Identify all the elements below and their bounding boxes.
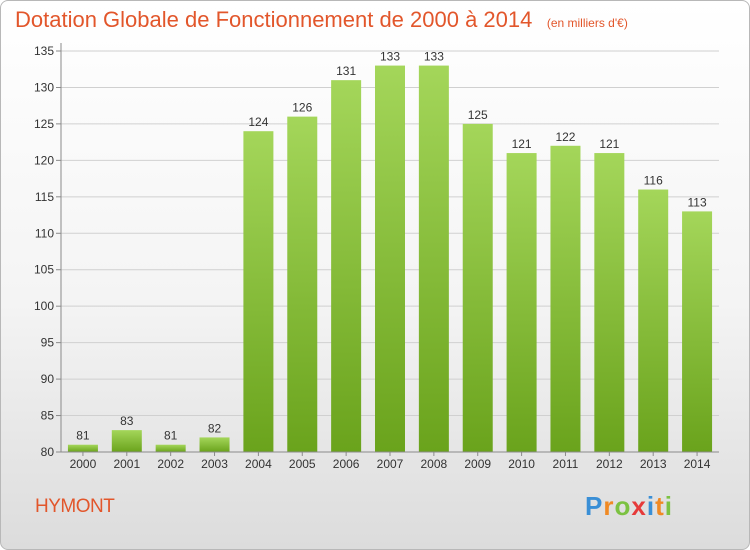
x-tick-label: 2000 xyxy=(70,457,97,471)
y-tick-label: 110 xyxy=(35,226,54,240)
y-tick-label: 85 xyxy=(41,409,55,423)
x-tick-label: 2011 xyxy=(553,457,579,471)
bar xyxy=(199,437,230,452)
bar xyxy=(418,65,449,452)
bar xyxy=(287,116,318,453)
bar xyxy=(375,65,405,452)
data-label: 83 xyxy=(120,414,134,428)
data-label: 133 xyxy=(424,50,444,64)
logo-letter: i xyxy=(646,491,656,521)
x-tick-label: 2014 xyxy=(684,457,711,471)
x-tick-label: 2003 xyxy=(201,457,228,471)
logo-letter: t xyxy=(655,491,665,521)
x-tick-label: 2009 xyxy=(464,457,491,471)
y-tick-label: 130 xyxy=(34,80,54,94)
logo-letter: r xyxy=(603,491,615,521)
data-label: 82 xyxy=(208,421,222,435)
bar xyxy=(594,153,625,452)
data-label: 121 xyxy=(512,137,532,151)
x-tick-label: 2012 xyxy=(596,457,623,471)
x-tick-label: 2002 xyxy=(157,457,184,471)
data-label: 81 xyxy=(76,429,90,443)
chart-unit-label: (en milliers d'€) xyxy=(546,16,628,30)
bar xyxy=(331,80,362,452)
data-label: 133 xyxy=(380,50,400,64)
bar xyxy=(155,444,186,452)
y-tick-label: 115 xyxy=(35,190,54,204)
y-tick-label: 80 xyxy=(41,445,55,459)
chart-title: Dotation Globale de Fonctionnement de 20… xyxy=(15,7,628,33)
y-tick-label: 105 xyxy=(34,263,54,277)
x-tick-label: 2004 xyxy=(245,457,272,471)
logo-letter: P xyxy=(585,491,604,521)
bar xyxy=(111,430,142,452)
y-tick-label: 100 xyxy=(34,299,54,313)
data-label: 126 xyxy=(292,101,312,115)
bar xyxy=(638,189,669,452)
y-tick-label: 120 xyxy=(34,153,54,167)
y-tick-label: 90 xyxy=(41,372,55,386)
x-tick-label: 2007 xyxy=(377,457,404,471)
data-label: 113 xyxy=(687,195,706,209)
y-tick-label: 135 xyxy=(34,44,54,58)
data-label: 121 xyxy=(599,137,619,151)
logo-letter: x xyxy=(631,491,647,521)
x-tick-label: 2005 xyxy=(289,457,316,471)
logo-letter: i xyxy=(664,491,673,521)
x-tick-label: 2008 xyxy=(421,457,448,471)
bar xyxy=(243,131,274,452)
bar xyxy=(506,153,537,452)
commune-name: HYMONT xyxy=(35,496,115,517)
bars xyxy=(67,65,713,453)
data-label: 122 xyxy=(555,130,575,144)
bar xyxy=(682,211,713,452)
x-tick-label: 2006 xyxy=(333,457,360,471)
logo-letter: o xyxy=(614,491,632,521)
chart-title-text: Dotation Globale de Fonctionnement de 20… xyxy=(15,7,533,32)
y-tick-label: 125 xyxy=(34,117,54,131)
x-tick-label: 2013 xyxy=(640,457,667,471)
labels: 80 85 90 95 100 105 110 115 120 125 130 135 81 2000 83… xyxy=(34,44,711,471)
data-label: 125 xyxy=(468,108,488,122)
bar xyxy=(462,123,493,452)
data-label: 124 xyxy=(248,115,268,129)
data-label: 131 xyxy=(336,64,356,78)
data-label: 81 xyxy=(164,429,178,443)
data-label: 116 xyxy=(644,174,663,188)
axes xyxy=(56,43,719,456)
x-tick-label: 2010 xyxy=(508,457,535,471)
bar xyxy=(67,444,98,452)
proxiti-logo[interactable]: Proxiti xyxy=(585,491,673,522)
y-tick-label: 95 xyxy=(41,336,55,350)
x-tick-label: 2001 xyxy=(113,457,140,471)
bar xyxy=(550,145,581,453)
